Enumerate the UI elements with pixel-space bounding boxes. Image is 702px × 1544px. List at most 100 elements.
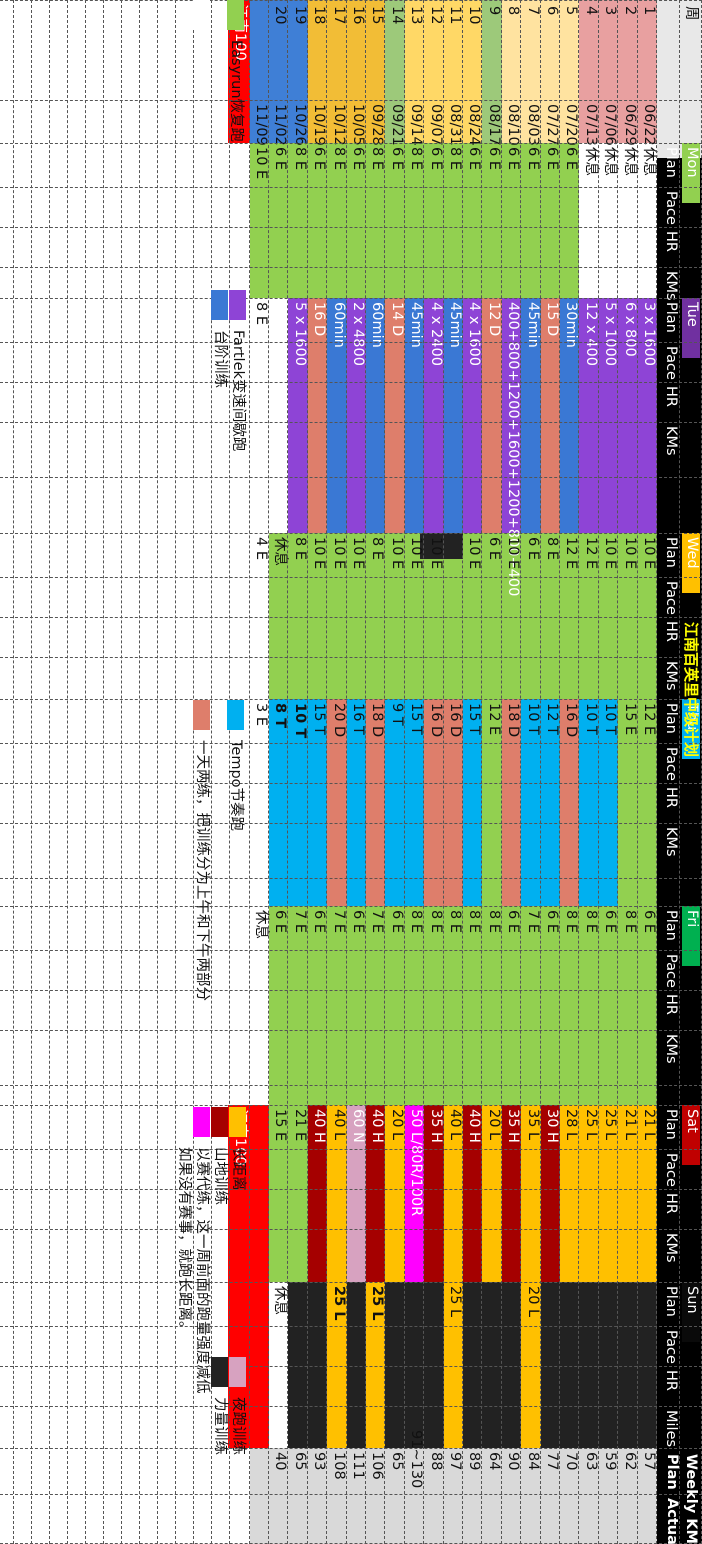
sun-fill [424, 1282, 444, 1448]
week-date: 06/29 [621, 104, 638, 146]
mon-plan: 休息 [621, 147, 638, 176]
thu-fill [269, 699, 289, 906]
tue-plan: 60min [369, 302, 386, 348]
week-no-fill [249, 0, 269, 100]
week-number: 8 [505, 6, 522, 16]
fri-plan: 8 E [582, 910, 599, 933]
legend-long-label: 长距离 [229, 1147, 246, 1191]
grid-hline [139, 0, 140, 1544]
tue-plan: 45min [447, 302, 463, 348]
weekly-plan-km: 70 [563, 1452, 580, 1471]
tue-fill [269, 298, 289, 533]
tue-plan: 16 D [311, 302, 328, 337]
week-date: 08/03 [524, 104, 541, 146]
day-subheader: Plan [663, 1109, 679, 1140]
fri-plan: 6 E [544, 910, 560, 933]
mon-plan: 6 E [311, 147, 328, 170]
sun-plan: 25 L [330, 1286, 347, 1321]
fri-plan: 6 E [388, 910, 405, 933]
week-date: 10/19 [311, 104, 328, 146]
day-subheader: Pace [663, 1330, 679, 1364]
week-number: 18 [311, 6, 328, 25]
wed-plan: 10 E [427, 537, 444, 570]
legend-easy-label: Easyrun恢复跑 [227, 40, 244, 143]
wed-plan: 8 E [544, 537, 560, 560]
week-date: 10/05 [350, 104, 366, 146]
day-subheader: KMs [663, 1034, 679, 1064]
wed-plan: 10 E [466, 537, 483, 570]
day-subheader: KMs [663, 426, 679, 456]
fri-plan: 8 E [447, 910, 463, 933]
grid-hline [31, 0, 32, 1544]
legend-double-swatch [192, 700, 210, 730]
weekly-plan-km: 93 [311, 1452, 328, 1471]
day-subheader: Pace [663, 346, 679, 380]
legend-strength-swatch [210, 1357, 228, 1387]
grid-hline [157, 0, 158, 1544]
weekly-actual-header: Actual [664, 1498, 680, 1544]
sat-plan: 15 E [272, 1109, 289, 1142]
mon-plan: 8 E [408, 147, 425, 170]
weekly-kms-header: Weekly KMs [683, 1454, 699, 1544]
week-number: 4 [582, 6, 599, 16]
week-number: 7 [524, 6, 541, 16]
wed-plan: 10 E [311, 537, 328, 570]
day-subheader: Pace [663, 954, 679, 988]
thu-plan: 3 E [253, 703, 269, 726]
week-date: 11/02 [272, 104, 289, 146]
mon-plan: 6 E [505, 147, 522, 170]
mon-plan: 8 E [447, 147, 463, 170]
legend-hill-label: 山地训练 [211, 1147, 228, 1205]
sun-fill [385, 1282, 405, 1448]
grid-hline [211, 0, 212, 1544]
tue-plan: 14 D [388, 302, 405, 337]
thu-plan: 12 E [485, 703, 502, 736]
day-header-mon: Mon [684, 147, 700, 178]
thu-plan: 8 T [272, 703, 289, 729]
thu-plan: 15 T [311, 703, 328, 735]
week-number: 10 [466, 6, 483, 25]
thu-plan: 10 T [291, 703, 308, 739]
week-date: 09/14 [408, 104, 425, 146]
wed-plan: 8 E [291, 537, 308, 560]
weekly-plan-km: 77 [544, 1452, 560, 1471]
week-date: 09/07 [427, 104, 444, 146]
sat-plan: 40 H [311, 1109, 328, 1143]
sat-plan: 21 L [641, 1109, 657, 1141]
week-date: 07/20 [563, 104, 580, 146]
grid-hline [67, 0, 68, 1544]
sat-plan: 60 N [350, 1109, 366, 1143]
fri-plan: 7 E [330, 910, 347, 933]
day-header-tue: Tue [684, 302, 700, 327]
fri-plan: 8 E [427, 910, 444, 933]
week-date: 11/09 [253, 104, 269, 146]
wed-plan: 10 E [408, 537, 425, 570]
week-number: 5 [563, 6, 580, 16]
grid-hline [103, 0, 104, 1544]
thu-plan: 10 T [524, 703, 541, 735]
day-subheader: HR [663, 621, 679, 642]
week-column-header: 周 [683, 6, 699, 21]
week-number: 14 [388, 6, 405, 25]
day-header-wed: Wed [684, 537, 700, 569]
week-header-bg [657, 0, 702, 158]
wed-plan: 10 E [641, 537, 657, 570]
tue-plan: 6 x 800 [621, 302, 638, 357]
day-subheader: Pace [663, 581, 679, 615]
fri-easy-block [269, 906, 657, 1105]
grid-hline [121, 0, 122, 1544]
mon-plan: 休息 [602, 147, 619, 176]
legend-stairs-swatch [210, 290, 228, 320]
sun-fill [249, 1282, 269, 1448]
legend-hill-swatch [210, 1107, 228, 1137]
sun-fill [346, 1282, 366, 1448]
weekly-plan-km: 57 [641, 1452, 657, 1471]
week-date: 10/26 [291, 104, 308, 146]
sat-plan: 20 L [485, 1109, 502, 1141]
day-subheader: HR [663, 386, 679, 407]
legend-long-swatch [228, 1107, 246, 1137]
mon-plan: 6 E [427, 147, 444, 170]
sun-plan: 25 L [447, 1286, 463, 1318]
fri-plan: 8 E [563, 910, 580, 933]
